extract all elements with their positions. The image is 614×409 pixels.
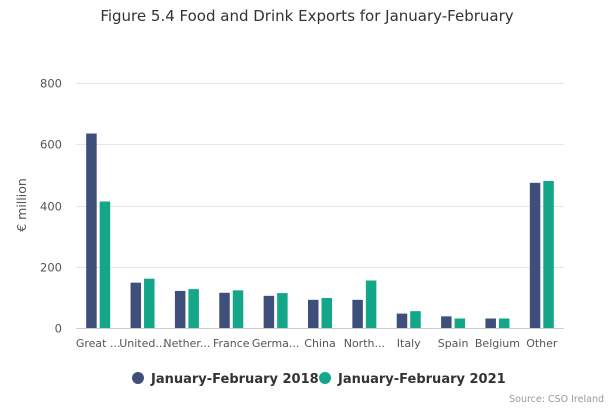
x-tick-label: Great ... [76, 337, 121, 350]
y-axis-ticks: 0 200 400 600 800 [40, 77, 62, 336]
grid-lines [76, 83, 564, 268]
bar [543, 181, 554, 328]
y-tick-label: 200 [40, 261, 62, 275]
x-tick-label: Italy [397, 337, 421, 350]
y-tick-label: 800 [40, 77, 62, 91]
bar [130, 282, 142, 328]
y-tick-label: 0 [55, 322, 62, 336]
y-tick-label: 600 [40, 138, 62, 152]
legend-marker [319, 372, 331, 384]
bar [219, 292, 230, 328]
bar [86, 133, 97, 328]
x-tick-label: France [213, 337, 250, 350]
y-tick-label: 400 [40, 200, 62, 214]
bar [232, 290, 244, 328]
x-tick-label: China [304, 337, 335, 350]
bar [498, 318, 510, 328]
x-tick-label: Belgium [475, 337, 520, 350]
bar [99, 201, 111, 328]
x-tick-label: Germa... [252, 337, 300, 350]
legend-label: January-February 2018 [150, 372, 319, 387]
bar [321, 297, 332, 328]
bar [410, 311, 421, 328]
x-tick-label: Other [526, 337, 558, 350]
bar [365, 280, 377, 328]
source-credit: Source: CSO Ireland [509, 394, 604, 405]
bar [174, 290, 186, 328]
legend-marker [132, 372, 144, 384]
legend-label: January-February 2021 [337, 372, 506, 387]
x-axis-ticks: Great ...United...Nether... France Germa..… [76, 337, 558, 350]
bar [277, 293, 288, 328]
bar [454, 318, 466, 328]
x-tick-label: Spain [438, 337, 469, 350]
bar [396, 313, 408, 328]
bar [485, 318, 496, 328]
bar [188, 289, 199, 328]
x-tick-label: United... [119, 337, 166, 350]
bar [441, 316, 452, 328]
bar [529, 182, 541, 328]
bars [86, 133, 554, 328]
chart-title: Figure 5.4 Food and Drink Exports for Ja… [100, 7, 513, 25]
x-tick-label: North... [344, 337, 385, 350]
bar [144, 278, 155, 328]
bar [308, 299, 319, 328]
bar [263, 295, 275, 328]
legend: January-February 2018 January-February 20… [132, 372, 506, 387]
x-tick-label: Nether... [163, 337, 210, 350]
bar [352, 299, 363, 328]
y-axis-label: € million [14, 178, 29, 232]
